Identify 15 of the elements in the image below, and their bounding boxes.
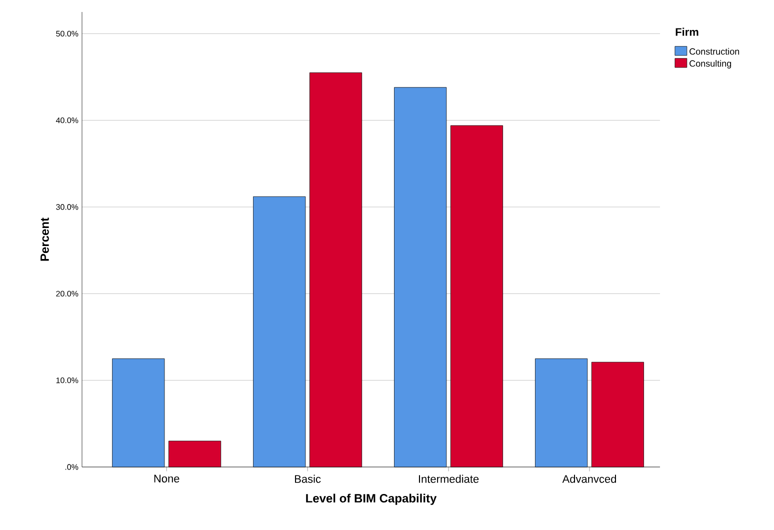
legend-label: Construction <box>690 48 740 55</box>
y-tick-label: 30.0% <box>56 204 78 210</box>
y-tick-label: 50.0% <box>56 30 78 36</box>
x-tick-label: Advanvced <box>562 474 616 483</box>
x-tick-label: Intermediate <box>418 474 479 483</box>
x-tick-label: Basic <box>295 474 321 483</box>
y-tick-label: .0% <box>65 464 78 470</box>
y-axis-title: Percent <box>40 218 49 261</box>
y-tick-label: 20.0% <box>56 290 78 296</box>
x-tick-label: None <box>154 474 180 482</box>
y-tick-label: 40.0% <box>56 117 78 124</box>
legend-label: Consulting <box>690 60 732 68</box>
x-axis-title: Level of BIM Capability <box>306 494 437 505</box>
y-tick-label: 10.0% <box>56 377 78 384</box>
legend-title: Firm <box>676 28 698 36</box>
